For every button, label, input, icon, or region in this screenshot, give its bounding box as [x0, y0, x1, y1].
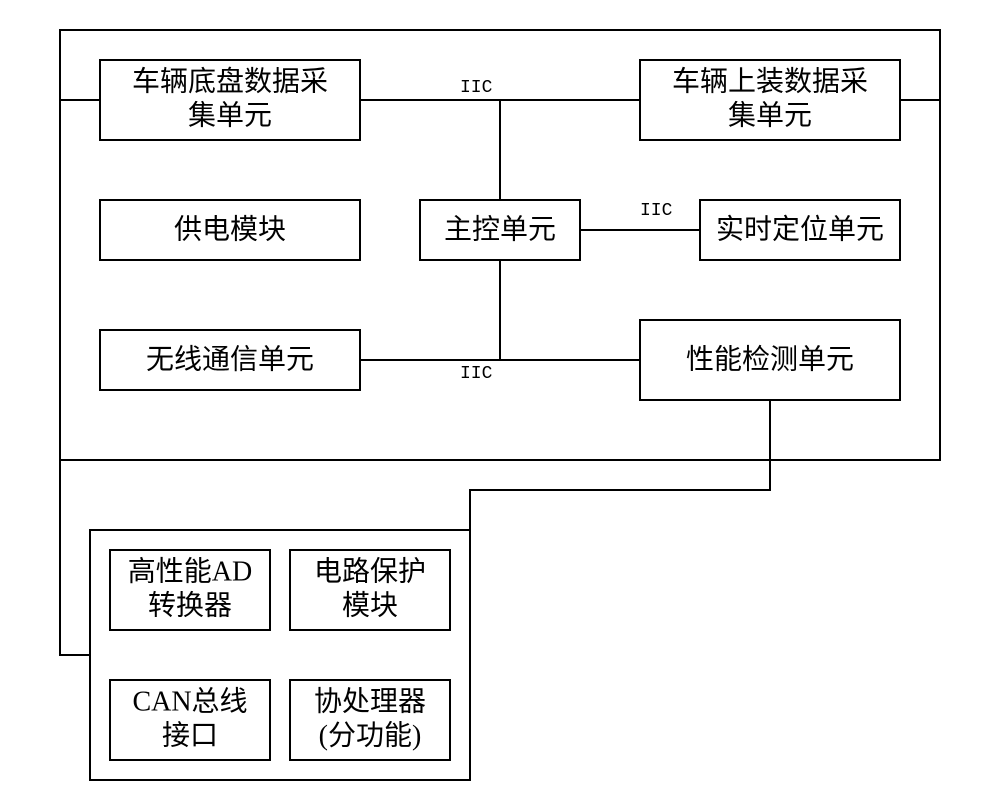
- svg-text:协处理器: 协处理器: [314, 685, 426, 717]
- svg-text:实时定位单元: 实时定位单元: [716, 213, 884, 245]
- svg-text:供电模块: 供电模块: [174, 213, 286, 245]
- svg-text:接口: 接口: [162, 719, 218, 751]
- svg-text:CAN总线: CAN总线: [132, 685, 247, 717]
- iic-label-bottom: IIC: [460, 364, 493, 384]
- node-perf: 性能检测单元: [640, 320, 900, 400]
- svg-text:集单元: 集单元: [728, 99, 812, 131]
- conn-left-down-to-bottom: [60, 100, 90, 655]
- node-main: 主控单元: [420, 200, 580, 260]
- svg-text:(分功能): (分功能): [319, 719, 422, 751]
- node-wireless: 无线通信单元: [100, 330, 360, 390]
- node-protect: 电路保护 模块: [290, 550, 450, 630]
- node-upper: 车辆上装数据采 集单元: [640, 60, 900, 140]
- svg-text:集单元: 集单元: [188, 99, 272, 131]
- svg-text:主控单元: 主控单元: [444, 213, 556, 245]
- svg-text:模块: 模块: [342, 589, 398, 621]
- iic-label-right: IIC: [640, 201, 673, 221]
- node-chassis: 车辆底盘数据采 集单元: [100, 60, 360, 140]
- system-block-diagram: IIC IIC IIC 车辆底盘数据采 集单元 车辆上装数据采 集单元 供电模块…: [0, 0, 1000, 800]
- svg-text:电路保护: 电路保护: [314, 555, 426, 587]
- svg-text:性能检测单元: 性能检测单元: [686, 343, 854, 375]
- svg-text:高性能AD: 高性能AD: [128, 555, 252, 587]
- conn-perf-to-bottom: [470, 400, 770, 655]
- node-ad: 高性能AD 转换器: [110, 550, 270, 630]
- svg-text:转换器: 转换器: [148, 589, 232, 621]
- node-can: CAN总线 接口: [110, 680, 270, 760]
- svg-text:车辆底盘数据采: 车辆底盘数据采: [132, 65, 328, 97]
- svg-text:车辆上装数据采: 车辆上装数据采: [672, 65, 868, 97]
- node-power: 供电模块: [100, 200, 360, 260]
- iic-label-top: IIC: [460, 78, 493, 98]
- svg-text:无线通信单元: 无线通信单元: [146, 343, 314, 375]
- node-gps: 实时定位单元: [700, 200, 900, 260]
- node-cop: 协处理器 (分功能): [290, 680, 450, 760]
